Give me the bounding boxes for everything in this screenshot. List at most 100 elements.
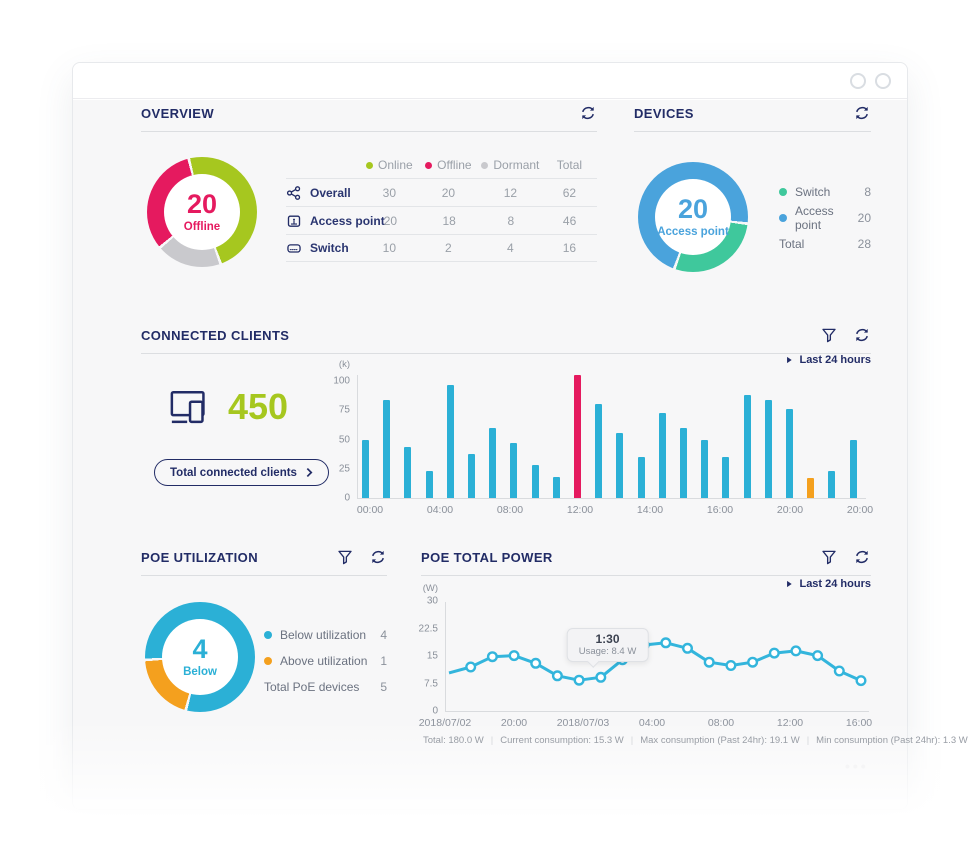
data-point[interactable]	[595, 671, 607, 683]
period-selector[interactable]: Last 24 hours	[786, 354, 871, 366]
y-tick-label: 15	[426, 650, 438, 662]
overview-panel: OVERVIEW 20 Offline	[141, 106, 597, 322]
bar[interactable]	[722, 457, 730, 498]
data-point[interactable]	[486, 651, 498, 663]
legend-item-total-poe: Total PoE devices 5	[264, 674, 387, 700]
window-control-icon[interactable]	[850, 72, 866, 89]
legend-value: 8	[864, 185, 871, 199]
more-indicator-icon: •••	[845, 758, 869, 774]
legend-label: Below utilization	[280, 628, 367, 642]
poe-utilization-title: POE UTILIZATION	[141, 550, 258, 565]
x-tick-label: 20:00	[776, 504, 804, 516]
refresh-icon[interactable]	[853, 326, 871, 344]
data-point[interactable]	[660, 637, 672, 649]
cell: 62	[562, 185, 577, 200]
legend-value: 5	[380, 680, 387, 694]
cell: 4	[507, 241, 514, 255]
overview-donut-label: Offline	[183, 221, 221, 233]
bar[interactable]	[828, 471, 836, 498]
cell: 12	[503, 185, 518, 200]
bar[interactable]	[743, 395, 751, 498]
legend-item-above-utilization: Above utilization 1	[264, 648, 387, 674]
data-point[interactable]	[790, 645, 802, 657]
filter-icon[interactable]	[820, 548, 838, 566]
bar[interactable]	[446, 384, 454, 498]
overall-icon	[286, 185, 301, 200]
y-axis-unit: (W)	[422, 583, 438, 594]
poe-power-line-chart[interactable]: (W) 1:30 Usage: 8.4 W 0 7.5 15 22.5 30 2018/0…	[419, 583, 873, 729]
bar[interactable]	[701, 439, 709, 498]
connected-clients-panel: CONNECTED CLIENTS Last 24 hours	[141, 326, 873, 542]
bar[interactable]	[425, 471, 433, 498]
col-offline: Offline	[437, 158, 472, 172]
bar[interactable]	[849, 439, 857, 498]
legend-label: Above utilization	[280, 654, 368, 668]
bar[interactable]	[637, 457, 645, 498]
total-connected-clients-button[interactable]: Total connected clients	[154, 459, 329, 486]
data-point[interactable]	[508, 650, 520, 662]
x-tick-label: 04:00	[426, 504, 454, 516]
bar[interactable]	[595, 404, 603, 498]
legend-item-access-point: Access point 20	[779, 204, 871, 232]
bar[interactable]	[383, 399, 391, 498]
data-point[interactable]	[703, 656, 715, 668]
devices-panel: DEVICES 20 Access point	[634, 106, 871, 322]
refresh-icon[interactable]	[853, 104, 871, 122]
bar[interactable]	[404, 446, 412, 498]
bar[interactable]	[468, 453, 475, 498]
y-tick-label: 30	[426, 595, 438, 607]
refresh-icon[interactable]	[853, 548, 871, 566]
data-point[interactable]	[725, 660, 737, 672]
devices-donut-chart[interactable]: 20 Access point	[638, 162, 748, 272]
data-point[interactable]	[530, 657, 542, 669]
cell: 46	[562, 213, 577, 228]
bar[interactable]	[786, 409, 793, 498]
stat-current: Current consumption: 15.3 W	[500, 735, 624, 746]
bar[interactable]	[764, 399, 772, 498]
switch-dot-icon	[779, 188, 787, 196]
bar[interactable]	[489, 427, 497, 498]
poe-utilization-donut-chart[interactable]: 4 Below	[145, 602, 255, 712]
clients-bar-chart[interactable]: (k) 0 25 50 75 100 00:00 04:00 08:00 12:00 14:00 1…	[333, 359, 873, 516]
bar[interactable]	[362, 439, 369, 498]
cell: 30	[382, 185, 397, 200]
data-point[interactable]	[855, 675, 867, 687]
bar[interactable]	[658, 412, 666, 498]
filter-icon[interactable]	[336, 548, 354, 566]
data-point[interactable]	[551, 670, 563, 682]
poe-donut-value: 4	[192, 634, 208, 664]
triangle-right-icon	[787, 356, 793, 364]
filter-icon[interactable]	[820, 326, 838, 344]
bar[interactable]	[616, 432, 624, 498]
bar[interactable]	[552, 476, 560, 498]
bar[interactable]	[807, 478, 815, 498]
cell: 20	[383, 213, 398, 228]
bar[interactable]	[510, 443, 518, 498]
y-tick-label: 0	[432, 705, 438, 717]
period-selector[interactable]: Last 24 hours	[786, 578, 871, 590]
data-point[interactable]	[747, 656, 759, 668]
donut-hole	[164, 174, 240, 250]
y-tick-label: 75	[338, 404, 350, 416]
refresh-icon[interactable]	[579, 104, 597, 122]
legend-value: 1	[380, 654, 387, 668]
connected-clients-title: CONNECTED CLIENTS	[141, 328, 290, 343]
above-utilization-dot-icon	[264, 657, 272, 665]
bar[interactable]	[680, 427, 687, 498]
overview-donut-chart[interactable]: 20 Offline	[147, 157, 257, 267]
data-point[interactable]	[573, 674, 585, 686]
data-point[interactable]	[681, 642, 693, 654]
refresh-icon[interactable]	[369, 548, 387, 566]
data-point[interactable]	[833, 665, 845, 677]
bar[interactable]	[574, 375, 581, 498]
stat-max: Max consumption (Past 24hr): 19.1 W	[640, 735, 800, 746]
offline-dot-icon	[425, 161, 433, 169]
data-point[interactable]	[812, 650, 824, 662]
dashboard-content: OVERVIEW 20 Offline	[73, 100, 968, 809]
window-control-icon[interactable]	[875, 72, 891, 89]
data-point[interactable]	[768, 647, 780, 659]
data-point[interactable]	[465, 661, 477, 673]
bar[interactable]	[531, 465, 539, 498]
poe-total-power-header: POE TOTAL POWER	[421, 550, 871, 576]
y-tick-label: 22.5	[418, 623, 438, 634]
